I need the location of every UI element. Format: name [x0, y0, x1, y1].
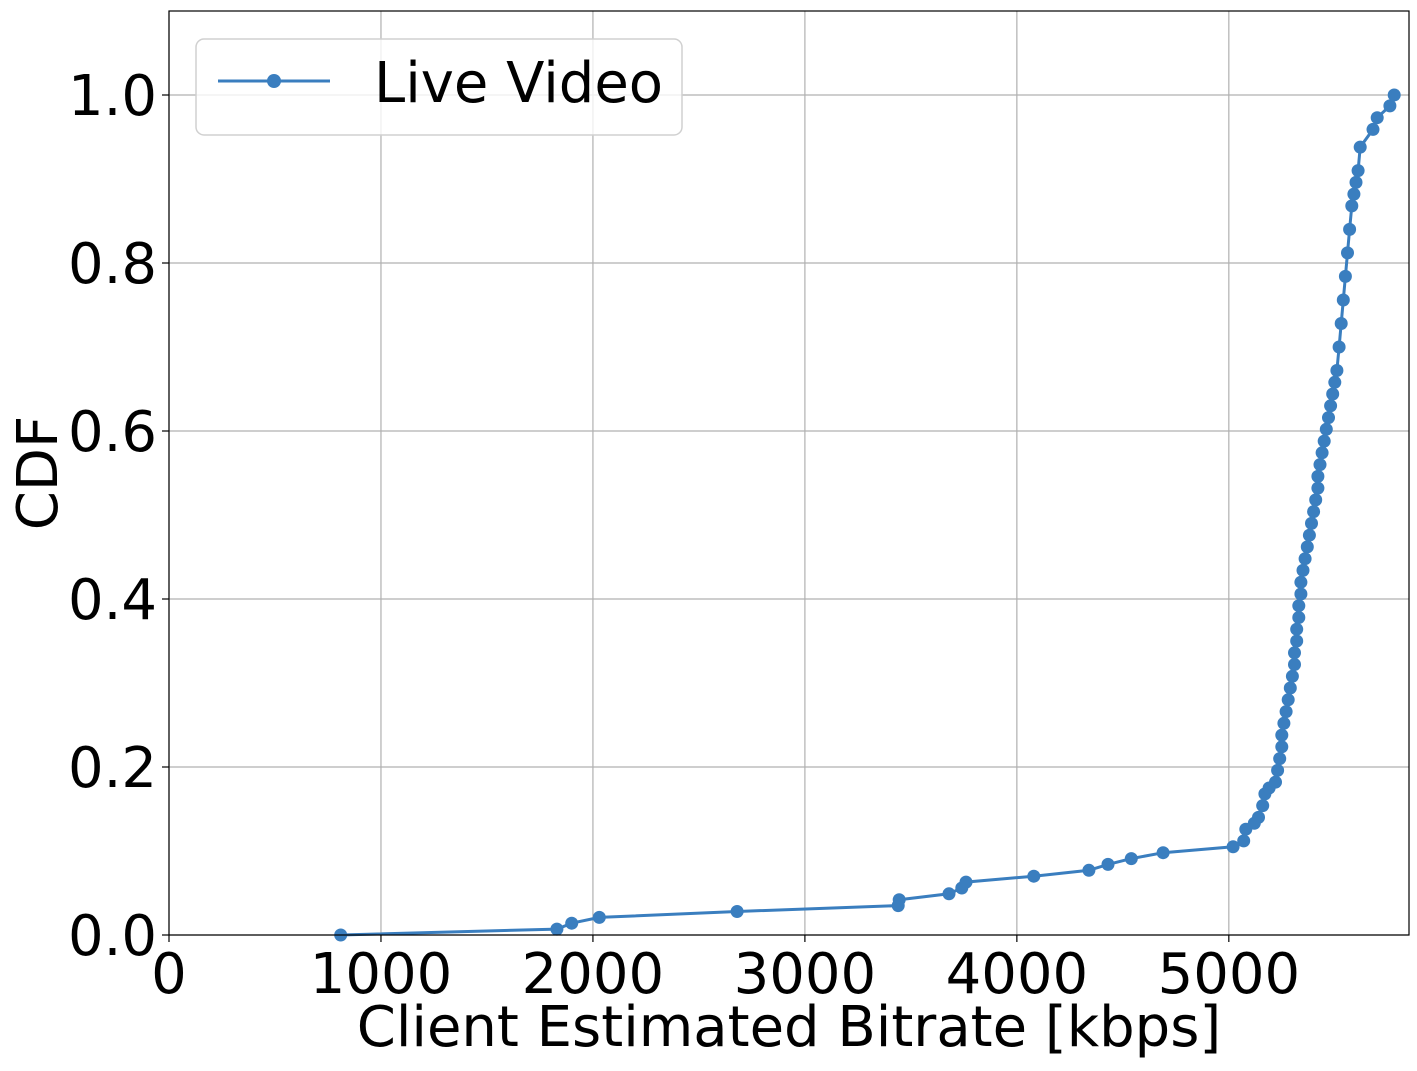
data-point — [1319, 422, 1333, 436]
x-tick-label: 1000 — [310, 942, 453, 1007]
x-tick-label: 4000 — [946, 942, 1089, 1007]
data-point — [942, 887, 956, 901]
data-point — [1332, 340, 1346, 354]
data-point — [1338, 269, 1352, 283]
x-tick-label: 0 — [151, 942, 187, 1007]
y-tick-label: 0.6 — [68, 400, 157, 465]
data-point — [1281, 693, 1295, 707]
plot-frame — [168, 10, 1410, 936]
data-point — [959, 875, 973, 889]
data-point — [1349, 175, 1363, 189]
data-point — [1156, 846, 1170, 860]
data-point — [1256, 799, 1270, 813]
data-point — [1370, 111, 1384, 125]
data-point — [1315, 446, 1329, 460]
y-tick-label: 0.0 — [68, 904, 157, 969]
data-point — [1271, 763, 1285, 777]
data-point — [1292, 599, 1306, 613]
data-point — [1290, 634, 1304, 648]
x-tick-label: 5000 — [1158, 942, 1301, 1007]
data-point — [1027, 869, 1041, 883]
y-tick-label: 0.8 — [68, 232, 157, 297]
data-point — [1275, 728, 1289, 742]
data-point — [1226, 840, 1240, 854]
data-point — [1366, 122, 1380, 136]
data-point — [1351, 164, 1365, 178]
data-point — [550, 922, 564, 936]
data-point — [1288, 646, 1301, 660]
data-point — [1273, 752, 1287, 766]
data-point — [1279, 705, 1293, 719]
data-point — [1313, 458, 1327, 472]
ticks: 0 1000 2000 3000 4000 5000 0.0 0.2 0.4 0.6 0.8 1.0 — [68, 64, 1300, 1007]
data-point — [1277, 716, 1291, 730]
data-point — [1285, 669, 1299, 683]
data-point — [1311, 469, 1325, 483]
data-point — [1269, 775, 1282, 789]
data-point — [1305, 516, 1318, 530]
legend-dot-marker — [267, 74, 281, 88]
data-point — [1101, 857, 1115, 871]
data-point — [1288, 658, 1301, 671]
data-point — [1294, 587, 1308, 601]
y-tick-label: 1.0 — [68, 64, 157, 129]
legend: Live Video — [195, 38, 683, 136]
grid — [168, 11, 1409, 936]
data-point — [730, 905, 744, 918]
data-point — [1302, 528, 1316, 542]
data-point — [1309, 493, 1323, 507]
data-point — [1347, 187, 1361, 201]
data-point — [1343, 222, 1357, 236]
legend-box — [195, 38, 683, 136]
data-point — [1283, 681, 1297, 695]
x-tick-label: 3000 — [734, 942, 877, 1007]
data-point — [1252, 810, 1265, 824]
data-point — [592, 910, 606, 924]
data-point — [1237, 834, 1251, 848]
data-point — [1300, 540, 1314, 554]
y-tick-label: 0.2 — [68, 736, 157, 801]
data-point — [1290, 622, 1304, 636]
data-point — [1307, 505, 1321, 519]
data-point — [1334, 317, 1348, 330]
data-point — [1326, 387, 1340, 401]
y-axis-title: CDF — [6, 416, 71, 530]
data-point — [1328, 375, 1342, 389]
data-point — [1336, 293, 1350, 307]
series-line-live-video — [340, 94, 1396, 937]
data-point — [892, 893, 906, 907]
data-point — [1294, 575, 1308, 589]
data-point — [1296, 563, 1310, 577]
data-point — [1275, 740, 1289, 754]
data-point — [1353, 140, 1367, 154]
y-tick-label: 0.4 — [68, 568, 157, 633]
data-point — [1341, 246, 1354, 260]
data-point — [1322, 411, 1335, 425]
data-point — [1124, 852, 1138, 866]
x-axis-title: Client Estimated Bitrate [kbps] — [357, 995, 1222, 1060]
data-point — [1345, 199, 1359, 213]
x-tick-label: 2000 — [522, 942, 665, 1007]
legend-entry-live-video: Live Video — [374, 51, 663, 116]
data-point — [1387, 88, 1401, 102]
data-point — [1292, 611, 1306, 624]
data-point — [1383, 99, 1397, 113]
data-point — [1317, 434, 1331, 448]
series-layer — [334, 88, 1401, 942]
data-point — [1324, 399, 1338, 413]
data-point — [1298, 552, 1312, 566]
data-point — [1311, 481, 1325, 495]
data-point — [1330, 364, 1344, 377]
data-point — [565, 916, 579, 930]
data-point — [1082, 863, 1096, 877]
